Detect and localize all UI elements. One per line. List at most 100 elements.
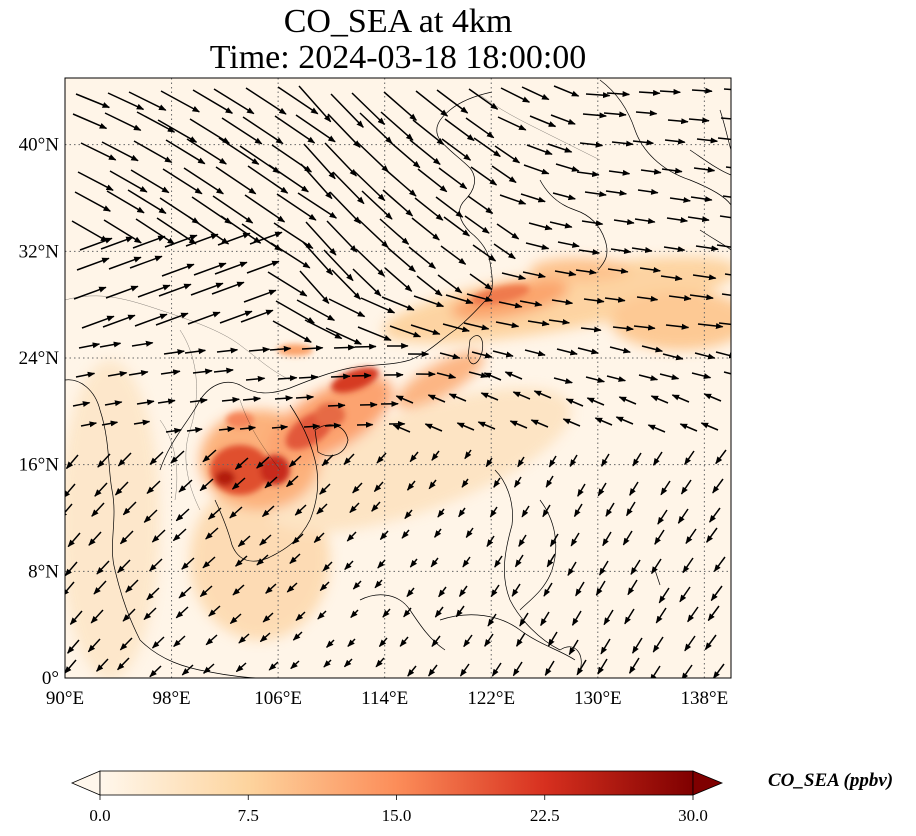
wind-vector-arrow xyxy=(122,608,136,622)
wind-vector-arrow xyxy=(549,221,573,229)
wind-vector-arrow xyxy=(135,218,176,245)
wind-vector-arrow xyxy=(217,232,251,246)
wind-vector-arrow xyxy=(218,137,260,165)
colorbar-tick-label: 15.0 xyxy=(382,806,412,825)
wind-vector-arrow xyxy=(526,144,553,156)
wind-vector-arrow xyxy=(430,557,439,568)
wind-vector-arrow xyxy=(261,505,275,518)
wind-vector-arrow xyxy=(382,189,414,217)
wind-vector-arrow xyxy=(417,168,448,193)
wind-vector-arrow xyxy=(213,367,234,374)
wind-vector-arrow xyxy=(634,218,656,224)
wind-vector-arrow xyxy=(472,244,497,262)
wind-vector-arrow xyxy=(700,422,719,431)
wind-vector-arrow xyxy=(715,351,731,359)
wind-vector-arrow xyxy=(718,322,731,326)
wind-vector-arrow xyxy=(553,85,580,97)
wind-vector-arrow xyxy=(265,583,277,594)
wind-vector-arrow xyxy=(326,639,335,648)
wind-vector-arrow xyxy=(693,166,716,173)
wind-vector-arrow xyxy=(635,110,658,117)
wind-vector-arrow xyxy=(219,310,253,324)
wind-vector-arrow xyxy=(324,142,357,177)
wind-vector-arrow xyxy=(582,112,607,119)
wind-vector-arrow xyxy=(661,167,683,174)
wind-vector-arrow xyxy=(655,607,667,624)
wind-vector-arrow xyxy=(464,449,472,460)
wind-vector-arrow xyxy=(652,451,663,466)
wind-vector-arrow xyxy=(296,299,336,322)
wind-vector-arrow xyxy=(382,608,391,618)
wind-vector-arrow xyxy=(613,219,635,225)
wind-vector-arrow xyxy=(322,561,333,572)
wind-vector-arrow xyxy=(509,420,528,429)
wind-vector-arrow xyxy=(586,397,605,406)
wind-vector-arrow xyxy=(117,452,132,467)
wind-vector-arrow xyxy=(659,373,680,380)
wind-vector-arrow xyxy=(237,535,251,547)
wind-vector-arrow xyxy=(350,609,359,619)
wind-vector-arrow xyxy=(578,249,601,255)
wind-vector-arrow xyxy=(550,114,576,125)
wind-vector-arrow xyxy=(295,611,306,621)
wind-vector-arrow xyxy=(288,455,302,468)
wind-vector-arrow xyxy=(186,426,203,433)
wind-vector-arrow xyxy=(443,216,471,237)
wind-vector-arrow xyxy=(575,268,597,275)
wind-vector-arrow xyxy=(610,248,632,254)
wind-vector-arrow xyxy=(631,637,643,654)
wind-vector-arrow xyxy=(428,664,438,677)
wind-vector-arrow xyxy=(378,637,388,648)
wind-vector-arrow xyxy=(276,193,317,221)
wind-vector-arrow xyxy=(216,347,239,354)
wind-vector-arrow xyxy=(491,165,517,184)
wind-vector-arrow xyxy=(717,137,731,141)
wind-vector-arrow xyxy=(533,390,552,399)
wind-vector-arrow xyxy=(604,296,626,303)
wind-vector-arrow xyxy=(199,478,214,492)
wind-vector-arrow xyxy=(324,422,342,429)
wind-vector-arrow xyxy=(205,634,218,646)
wind-vector-arrow xyxy=(697,323,724,330)
wind-vector-arrow xyxy=(256,554,269,566)
colorbar-label: CO_SEA (ppbv) xyxy=(768,770,894,791)
wind-vector-arrow xyxy=(461,478,469,488)
wind-vector-arrow xyxy=(208,605,221,617)
wind-vector-arrow xyxy=(245,375,266,382)
wind-vector-arrow xyxy=(404,509,413,520)
wind-vector-arrow xyxy=(584,191,607,198)
wind-vector-arrow xyxy=(303,423,321,430)
lon-tick-label: 130°E xyxy=(574,688,622,709)
wind-vector-arrow xyxy=(192,89,234,114)
wind-vector-arrow xyxy=(489,506,498,518)
wind-vector-arrow xyxy=(101,141,139,162)
wind-vector-arrow xyxy=(633,324,656,331)
wind-vector-arrow xyxy=(299,270,330,304)
wind-vector-arrow xyxy=(268,661,279,671)
wind-vector-arrow xyxy=(595,580,606,596)
wind-vector-arrow xyxy=(392,424,411,433)
wind-vector-arrow xyxy=(410,324,441,335)
wind-vector-arrow xyxy=(497,116,527,131)
wind-vector-arrow xyxy=(608,169,631,176)
wind-vector-arrow xyxy=(96,560,110,575)
wind-vector-arrow xyxy=(380,111,414,141)
wind-vector-arrow xyxy=(346,531,357,542)
wind-vector-arrow xyxy=(473,137,501,158)
wind-vector-arrow xyxy=(428,479,437,490)
wind-vector-arrow xyxy=(664,138,686,145)
wind-vector-arrow xyxy=(477,421,496,430)
wind-vector-arrow xyxy=(624,608,635,625)
wind-vector-arrow xyxy=(483,372,502,381)
wind-vector-arrow xyxy=(107,92,145,111)
wind-vector-arrow xyxy=(696,137,719,144)
wind-vector-arrow xyxy=(630,559,641,576)
wind-vector-arrow xyxy=(491,662,502,677)
wind-vector-arrow xyxy=(151,636,165,649)
wind-vector-arrow xyxy=(548,318,571,325)
wind-vector-arrow xyxy=(202,556,216,569)
wind-vector-arrow xyxy=(221,117,263,145)
wind-vector-arrow xyxy=(325,327,362,345)
wind-vector-arrow xyxy=(242,116,284,145)
wind-vector-arrow xyxy=(695,245,719,252)
